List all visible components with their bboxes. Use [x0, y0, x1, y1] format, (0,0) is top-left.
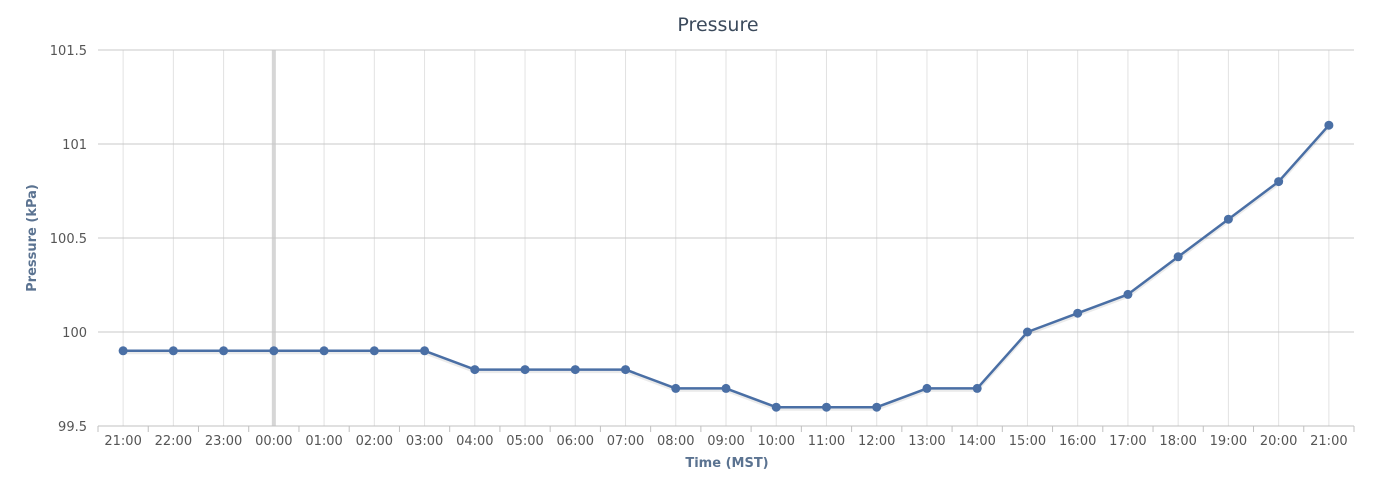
data-point[interactable] [369, 346, 379, 356]
data-point[interactable] [1022, 327, 1032, 337]
x-tick-label: 22:00 [155, 434, 192, 449]
x-tick-label: 18:00 [1159, 434, 1196, 449]
data-point[interactable] [872, 402, 882, 412]
data-point[interactable] [1073, 308, 1083, 318]
x-tick-label: 12:00 [858, 434, 895, 449]
data-point[interactable] [721, 383, 731, 393]
x-tick-label: 08:00 [657, 434, 694, 449]
data-point[interactable] [1173, 252, 1183, 262]
data-point[interactable] [1324, 120, 1334, 130]
x-tick-label: 19:00 [1210, 434, 1247, 449]
data-point[interactable] [821, 402, 831, 412]
x-tick-label: 21:00 [104, 434, 141, 449]
y-tick-label: 100 [62, 326, 87, 341]
y-tick-label: 100.5 [50, 232, 87, 247]
data-point[interactable] [671, 383, 681, 393]
x-tick-label: 15:00 [1009, 434, 1046, 449]
x-tick-label: 01:00 [305, 434, 342, 449]
x-tick-label: 09:00 [707, 434, 744, 449]
x-tick-label: 05:00 [506, 434, 543, 449]
x-axis-ticks: 21:00 22:00 23:00 00:00 01:00 02:00 03:00 04:00… [97, 426, 1355, 449]
data-point[interactable] [168, 346, 178, 356]
x-tick-label: 07:00 [607, 434, 644, 449]
chart-title: Pressure [677, 14, 758, 36]
grid-lines [98, 49, 1354, 427]
pressure-series [118, 120, 1334, 412]
data-point[interactable] [922, 383, 932, 393]
data-point[interactable] [570, 365, 580, 375]
data-point[interactable] [219, 346, 229, 356]
y-axis-title: Pressure (kPa) [25, 184, 40, 292]
x-tick-label: 10:00 [758, 434, 795, 449]
y-tick-label: 101 [62, 138, 87, 153]
x-tick-label: 04:00 [456, 434, 493, 449]
data-point[interactable] [319, 346, 329, 356]
x-tick-label: 13:00 [908, 434, 945, 449]
data-point[interactable] [1223, 214, 1233, 224]
data-point[interactable] [118, 346, 128, 356]
x-axis-title: Time (MST) [685, 456, 768, 471]
x-tick-label: 00:00 [255, 434, 292, 449]
x-tick-label: 17:00 [1109, 434, 1146, 449]
data-point[interactable] [1274, 177, 1284, 187]
x-tick-label: 02:00 [356, 434, 393, 449]
data-point[interactable] [420, 346, 430, 356]
data-point[interactable] [470, 365, 480, 375]
x-tick-label: 14:00 [958, 434, 995, 449]
x-tick-label: 21:00 [1310, 434, 1347, 449]
x-tick-label: 11:00 [808, 434, 845, 449]
data-point[interactable] [621, 365, 631, 375]
y-axis-ticks: 99.5 100 100.5 101 101.5 [50, 44, 87, 435]
x-tick-label: 16:00 [1059, 434, 1096, 449]
y-tick-label: 99.5 [58, 420, 87, 435]
y-tick-label: 101.5 [50, 44, 87, 59]
x-tick-label: 20:00 [1260, 434, 1297, 449]
data-point[interactable] [269, 346, 279, 356]
data-point[interactable] [771, 402, 781, 412]
x-tick-label: 06:00 [557, 434, 594, 449]
x-tick-label: 03:00 [406, 434, 443, 449]
data-point[interactable] [972, 383, 982, 393]
data-point[interactable] [520, 365, 530, 375]
data-point[interactable] [1123, 289, 1133, 299]
x-tick-label: 23:00 [205, 434, 242, 449]
